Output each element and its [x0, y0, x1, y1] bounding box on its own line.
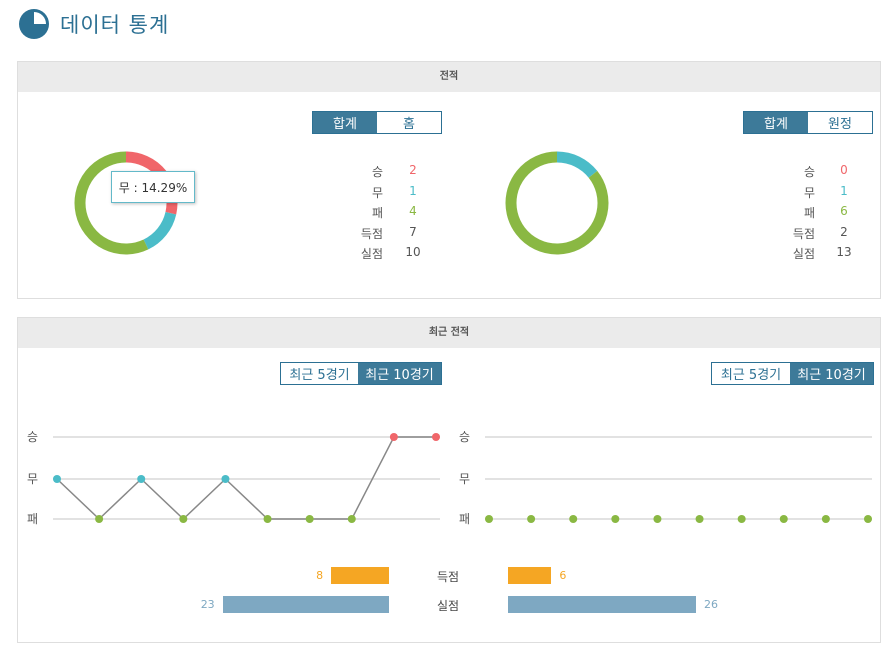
- right-stat-value-4: 13: [836, 245, 852, 259]
- left-bar-value-1: 23: [200, 598, 215, 611]
- left-recent-point-8[interactable]: [389, 433, 398, 441]
- right-stat-value-3: 2: [840, 224, 848, 239]
- left-recent-point-9[interactable]: [432, 433, 440, 441]
- left-stat-label-2: 패: [371, 206, 383, 220]
- right-stat-label-4: 실점: [792, 247, 815, 261]
- right-bar-value-0: 6: [559, 569, 567, 582]
- left-recent-point-0[interactable]: [53, 475, 61, 483]
- right-y-label-2: 패: [459, 512, 471, 526]
- right-stat-label-3: 득점: [792, 226, 815, 241]
- tab-last-10-left[interactable]: 최근 10경기: [358, 363, 441, 384]
- left-bar-value-0: 8: [316, 569, 324, 582]
- right-record-donut: [505, 151, 609, 255]
- tab-last-10-right[interactable]: 최근 10경기: [790, 363, 873, 384]
- left-stat-value-1: 1: [409, 183, 417, 198]
- left-donut-slice-2[interactable]: [74, 151, 149, 255]
- goals-against-label: 실점: [436, 599, 460, 613]
- left-recent-series-line: [56, 436, 436, 521]
- right-recent-point-3[interactable]: [611, 515, 620, 523]
- right-y-label-0: 승: [459, 430, 471, 444]
- left-bar-0: [331, 567, 389, 584]
- goals-for-label: 득점: [436, 570, 460, 584]
- tab-home[interactable]: 홈: [377, 112, 441, 133]
- page-header: 데이터 통계: [18, 6, 169, 42]
- right-recent-point-2[interactable]: [569, 515, 578, 523]
- recent-panel-title: 최근 전적: [18, 318, 880, 348]
- tab-total-right[interactable]: 합계: [744, 112, 808, 133]
- right-stat-value-0: 0: [840, 163, 848, 177]
- right-bar-1: [508, 596, 696, 613]
- left-recent-point-1[interactable]: [95, 515, 104, 523]
- page-title: 데이터 통계: [60, 13, 170, 37]
- left-stat-label-3: 득점: [360, 226, 383, 241]
- right-recent-point-7[interactable]: [779, 515, 788, 523]
- right-stat-label-2: 패: [803, 206, 815, 220]
- left-stat-value-4: 10: [405, 245, 421, 259]
- left-recent-point-4[interactable]: [221, 475, 230, 483]
- right-bar-value-1: 26: [704, 598, 718, 611]
- left-bar-1: [222, 596, 389, 613]
- tab-last-5-left[interactable]: 최근 5경기: [281, 363, 358, 384]
- right-y-label-1: 무: [459, 472, 471, 486]
- left-stat-value-2: 4: [409, 204, 417, 218]
- left-stat-label-4: 실점: [360, 247, 383, 261]
- left-record-toggle: 합계 홈: [312, 111, 442, 134]
- left-stat-value-3: 7: [409, 224, 417, 239]
- right-recent-point-6[interactable]: [737, 515, 746, 523]
- right-donut-slice-1[interactable]: [556, 151, 598, 178]
- left-y-label-1: 무: [27, 472, 39, 486]
- right-recent-toggle: 최근 5경기 최근 10경기: [711, 362, 874, 385]
- tab-total-left[interactable]: 합계: [313, 112, 377, 133]
- tab-away[interactable]: 원정: [808, 112, 872, 133]
- right-bar-0: [508, 567, 552, 584]
- left-recent-point-5[interactable]: [263, 515, 272, 523]
- right-recent-point-0[interactable]: [485, 515, 493, 523]
- right-recent-point-1[interactable]: [527, 515, 536, 523]
- right-recent-point-5[interactable]: [695, 515, 704, 523]
- left-recent-point-3[interactable]: [179, 515, 188, 523]
- left-y-label-0: 승: [27, 430, 39, 444]
- left-stat-value-0: 2: [409, 163, 417, 177]
- right-stat-value-2: 6: [840, 204, 848, 218]
- right-record-toggle: 합계 원정: [743, 111, 873, 134]
- right-stat-label-1: 무: [803, 185, 815, 200]
- right-recent-point-9[interactable]: [864, 515, 872, 523]
- left-stat-label-0: 승: [371, 165, 383, 179]
- left-donut-slice-1[interactable]: [143, 211, 177, 250]
- right-stat-label-0: 승: [803, 165, 815, 179]
- right-recent-point-8[interactable]: [821, 515, 830, 523]
- pie-chart-icon: [19, 9, 49, 39]
- right-donut-slice-2[interactable]: [505, 151, 609, 255]
- left-y-label-2: 패: [27, 512, 39, 526]
- record-panel-title: 전적: [18, 62, 880, 92]
- left-recent-toggle: 최근 5경기 최근 10경기: [280, 362, 442, 385]
- right-recent-point-4[interactable]: [653, 515, 662, 523]
- right-stat-value-1: 1: [840, 183, 848, 198]
- left-recent-point-2[interactable]: [137, 475, 146, 483]
- left-stat-label-1: 무: [371, 185, 383, 200]
- tab-last-5-right[interactable]: 최근 5경기: [712, 363, 790, 384]
- left-recent-point-6[interactable]: [305, 515, 314, 523]
- donut-tooltip: 무 : 14.29%: [111, 171, 195, 203]
- left-recent-point-7[interactable]: [347, 515, 356, 523]
